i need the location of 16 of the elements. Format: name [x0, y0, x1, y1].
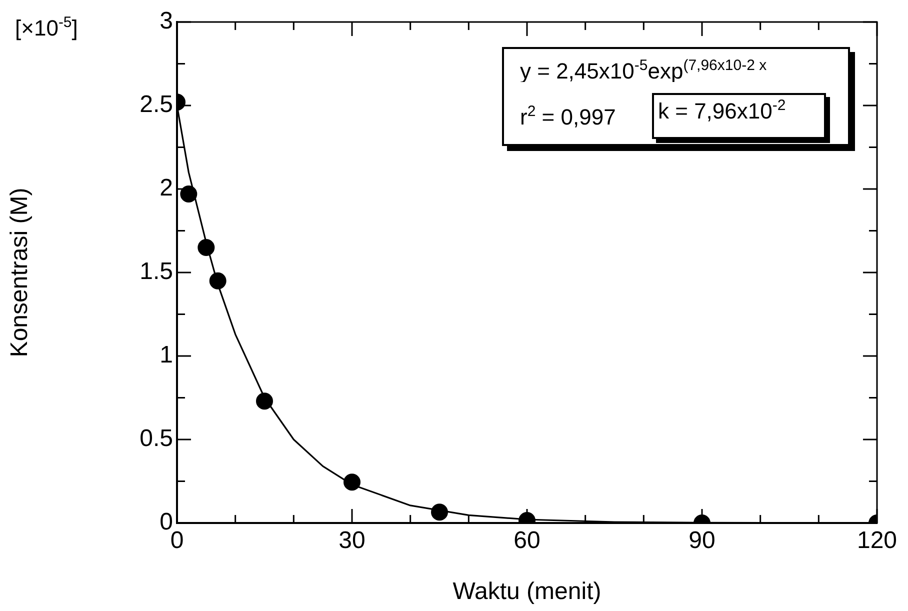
y-tick-label: 3	[160, 8, 173, 35]
y-tick-label: 2	[160, 174, 173, 202]
y-axis-title: Konsentrasi (M)	[6, 188, 34, 358]
annotation: k = 7,96x10$^{-2}$	[658, 97, 786, 124]
y-tick-label: 0.5	[140, 425, 173, 452]
annotation: r$^{2}$ = 0,997	[520, 103, 616, 130]
x-axis-title: Waktu (menit)	[452, 578, 602, 606]
x-tick-label: 60	[514, 527, 540, 554]
x-tick-label: 30	[338, 527, 366, 554]
y-tick-label: 2.5	[140, 91, 173, 118]
y-tick-label: 1.5	[140, 258, 173, 286]
text: [×10$^{-5}$]	[15, 14, 78, 40]
x-tick-label: 120	[856, 527, 898, 554]
x-tick-label: 90	[688, 527, 716, 554]
y-tick-label: 0	[160, 508, 173, 536]
y-tick-label: 1	[160, 342, 173, 369]
